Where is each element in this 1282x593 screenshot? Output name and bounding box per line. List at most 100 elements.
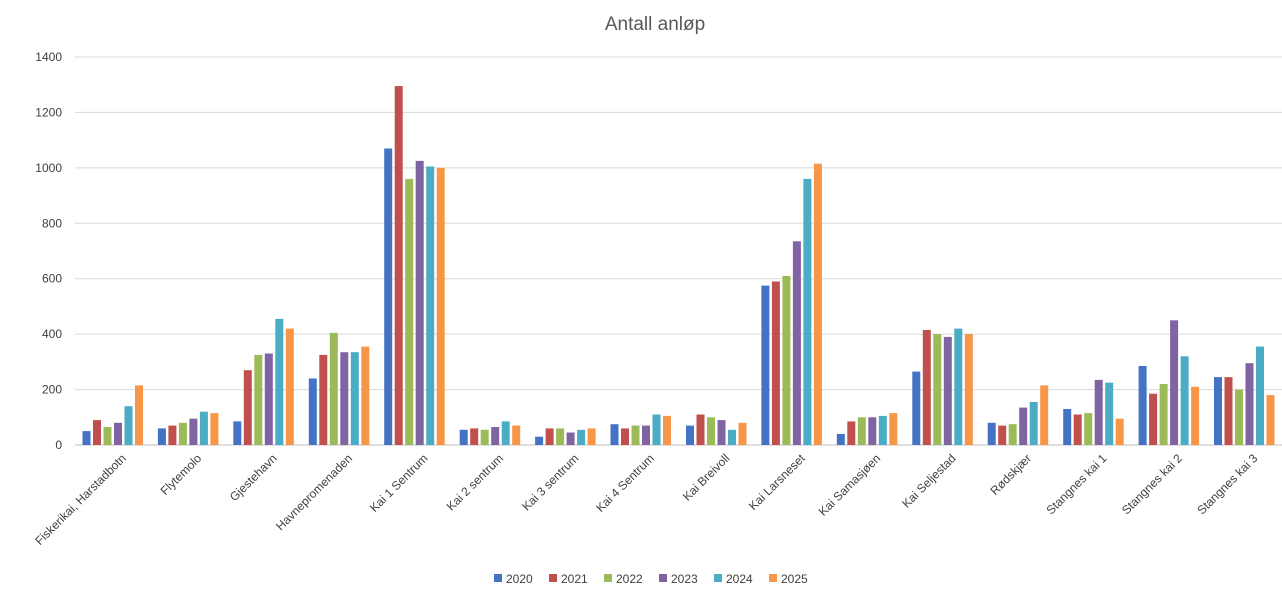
bar-2020-0 bbox=[82, 431, 91, 445]
bar-2022-5 bbox=[480, 429, 489, 445]
legend: 2020 2021 2022 2023 2024 2025 bbox=[494, 572, 808, 586]
legend-swatch-2025 bbox=[769, 574, 777, 582]
bar-2025-9 bbox=[813, 163, 822, 445]
bar-2022-13 bbox=[1084, 413, 1093, 445]
bar-2023-7 bbox=[642, 425, 650, 445]
bar-2021-9 bbox=[771, 281, 780, 445]
bar-2025-15 bbox=[1266, 395, 1275, 445]
bar-2025-12 bbox=[1040, 385, 1049, 445]
bar-2025-3 bbox=[361, 346, 370, 445]
bar-2021-3 bbox=[319, 354, 328, 445]
bar-2023-4 bbox=[415, 160, 424, 445]
x-tick-label: Kai Breivoll bbox=[680, 451, 732, 503]
bar-2020-12 bbox=[987, 422, 996, 445]
bar-2023-8 bbox=[717, 420, 726, 445]
bar-2024-7 bbox=[652, 414, 661, 445]
y-tick-label: 0 bbox=[55, 438, 62, 452]
bar-2023-10 bbox=[868, 417, 877, 445]
bar-2021-15 bbox=[1224, 377, 1233, 445]
bar-2024-4 bbox=[426, 166, 435, 445]
bar-2020-4 bbox=[384, 148, 393, 445]
bar-2021-7 bbox=[621, 428, 629, 445]
y-tick-label: 800 bbox=[42, 216, 62, 230]
bar-2025-7 bbox=[663, 415, 671, 445]
bar-2024-11 bbox=[954, 328, 963, 445]
bar-2021-11 bbox=[922, 330, 931, 445]
bar-2024-8 bbox=[728, 429, 736, 445]
bar-2022-12 bbox=[1008, 424, 1017, 445]
bar-2025-11 bbox=[964, 334, 973, 445]
legend-swatch-2022 bbox=[604, 574, 612, 582]
bar-2024-13 bbox=[1105, 382, 1114, 445]
y-tick-label: 1400 bbox=[35, 50, 62, 64]
x-tick-label: Kai 2 sentrum bbox=[444, 451, 506, 513]
x-tick-label: Fiskerikai, Harstadbotn bbox=[32, 451, 129, 548]
bar-2025-2 bbox=[285, 328, 294, 445]
x-tick-label: Stangnes kai 1 bbox=[1043, 451, 1109, 517]
bar-2024-2 bbox=[275, 318, 284, 445]
bar-2022-14 bbox=[1159, 384, 1168, 445]
bar-2023-15 bbox=[1245, 363, 1254, 445]
bar-2025-8 bbox=[738, 422, 747, 445]
bar-2023-9 bbox=[792, 241, 801, 445]
bar-2021-14 bbox=[1149, 393, 1158, 445]
bar-2023-5 bbox=[491, 427, 500, 445]
bar-2022-6 bbox=[556, 428, 565, 445]
legend-label-2020: 2020 bbox=[506, 572, 533, 586]
bar-2020-2 bbox=[233, 421, 242, 445]
x-tick-label: Stangnes kai 2 bbox=[1119, 451, 1185, 517]
bar-2023-3 bbox=[340, 352, 349, 445]
x-axis-ticks: Fiskerikai, Harstadbotn Flytemolo Gjesteha… bbox=[32, 451, 1260, 548]
x-tick-label: Stangnes kai 3 bbox=[1194, 451, 1260, 517]
bar-2024-5 bbox=[501, 421, 510, 445]
bar-2022-10 bbox=[857, 417, 866, 445]
x-tick-label: Kai Seljestad bbox=[899, 451, 958, 510]
bar-2021-0 bbox=[93, 420, 101, 445]
bar-2020-9 bbox=[761, 285, 770, 445]
bar-2021-1 bbox=[168, 425, 177, 445]
bar-2023-12 bbox=[1019, 407, 1028, 445]
y-tick-label: 600 bbox=[42, 272, 62, 286]
bar-2023-1 bbox=[189, 418, 198, 445]
y-tick-label: 1000 bbox=[35, 161, 62, 175]
bar-2025-5 bbox=[512, 425, 521, 445]
x-tick-label: Kai 3 sentrum bbox=[519, 451, 581, 513]
bar-2024-1 bbox=[199, 411, 208, 445]
x-tick-label: Gjestehavn bbox=[227, 451, 280, 504]
bar-2021-8 bbox=[696, 414, 705, 445]
y-axis-ticks: 0 200 400 600 800 1000 1200 1400 bbox=[35, 50, 62, 452]
bar-2024-10 bbox=[878, 415, 887, 445]
bar-2025-10 bbox=[889, 413, 898, 445]
bar-2020-11 bbox=[912, 371, 921, 445]
x-tick-label: Kai 4 Sentrum bbox=[593, 451, 657, 515]
x-tick-label: Havnepromenaden bbox=[273, 451, 355, 533]
bar-2025-6 bbox=[587, 428, 596, 445]
bar-2023-2 bbox=[264, 353, 273, 445]
bars bbox=[82, 86, 1275, 445]
bar-2022-9 bbox=[782, 275, 791, 445]
bar-2024-3 bbox=[350, 352, 359, 445]
bar-2022-7 bbox=[631, 425, 640, 445]
bar-2021-4 bbox=[394, 86, 403, 445]
y-tick-label: 200 bbox=[42, 383, 62, 397]
bar-2024-12 bbox=[1029, 402, 1038, 445]
legend-label-2024: 2024 bbox=[726, 572, 753, 586]
bar-2020-8 bbox=[686, 425, 694, 445]
y-tick-label: 400 bbox=[42, 327, 62, 341]
bar-2023-11 bbox=[943, 336, 952, 445]
bar-2024-0 bbox=[124, 406, 133, 445]
bar-2020-7 bbox=[610, 424, 619, 445]
x-tick-label: Kai Samasjøen bbox=[816, 451, 883, 518]
bar-2022-4 bbox=[405, 178, 414, 445]
x-tick-label: Kai 1 Sentrum bbox=[367, 451, 431, 515]
bar-2022-3 bbox=[329, 332, 338, 445]
chart-title: Antall anløp bbox=[605, 14, 705, 35]
bar-2020-1 bbox=[157, 428, 166, 445]
legend-label-2023: 2023 bbox=[671, 572, 698, 586]
legend-label-2025: 2025 bbox=[781, 572, 808, 586]
legend-label-2022: 2022 bbox=[616, 572, 643, 586]
legend-swatch-2023 bbox=[659, 574, 667, 582]
bar-2025-1 bbox=[210, 413, 219, 445]
